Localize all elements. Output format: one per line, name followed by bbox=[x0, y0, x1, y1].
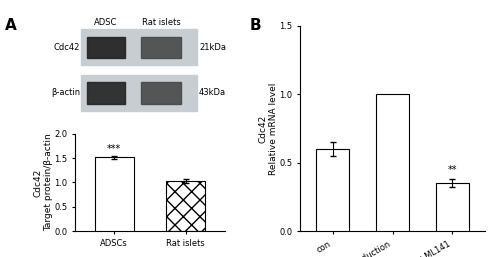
Bar bbox=[141, 82, 181, 104]
Text: B: B bbox=[250, 18, 262, 33]
Bar bbox=[166, 181, 205, 231]
Text: 43kDa: 43kDa bbox=[199, 88, 226, 97]
Text: Rat islets: Rat islets bbox=[142, 18, 180, 27]
Text: **: ** bbox=[448, 165, 457, 175]
Bar bbox=[87, 82, 125, 104]
Y-axis label: Cdc42
Target protein/β-actin: Cdc42 Target protein/β-actin bbox=[34, 134, 53, 231]
Bar bbox=[141, 37, 181, 59]
Text: ADSC: ADSC bbox=[94, 18, 118, 27]
Bar bbox=[316, 149, 349, 231]
Bar bbox=[436, 183, 468, 231]
Bar bbox=[81, 29, 197, 65]
Text: Cdc42: Cdc42 bbox=[54, 43, 80, 52]
Bar bbox=[376, 94, 409, 231]
Text: A: A bbox=[5, 18, 17, 33]
Text: β-actin: β-actin bbox=[51, 88, 80, 97]
Text: ***: *** bbox=[107, 144, 122, 154]
Bar bbox=[87, 37, 125, 59]
Bar bbox=[94, 157, 134, 231]
Y-axis label: Cdc42
Relative mRNA level: Cdc42 Relative mRNA level bbox=[258, 82, 278, 175]
Bar bbox=[81, 75, 197, 111]
Text: 21kDa: 21kDa bbox=[199, 43, 226, 52]
